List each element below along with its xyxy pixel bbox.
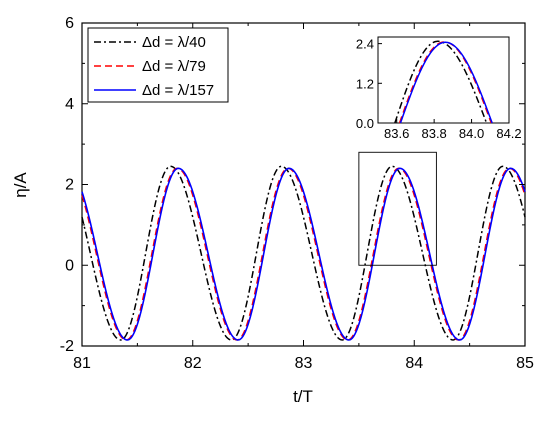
x-tick-label: 85 [516,355,534,372]
legend-label-3: Δd = λ/157 [142,82,214,99]
legend-label-2: Δd = λ/79 [142,58,206,75]
main-ticks: 81 82 83 84 85 -2 0 2 4 6 [60,15,534,372]
inset-series-line-3 [399,41,493,124]
x-tick-label: 81 [73,355,91,372]
inset-y-tick-label: 1.2 [356,76,374,91]
series-line-1 [81,165,526,341]
x-tick-label: 84 [405,355,423,372]
legend: Δd = λ/40 Δd = λ/79 Δd = λ/157 [87,27,229,103]
x-axis-title: t/T [293,387,313,406]
zoom-box [358,151,437,266]
y-tick-label: 6 [65,15,74,32]
x-tick-label: 82 [184,355,202,372]
inset-series-line-1 [394,40,488,124]
inset-x-tick-label: 83.8 [421,126,446,141]
inset-y-tick-label: 2.4 [356,37,374,52]
inset-plot-frame [377,36,510,124]
inset-series-line-2 [398,41,492,124]
inset-x-tick-label: 83.6 [384,126,409,141]
y-tick-label: 0 [65,257,74,274]
inset-ticks: 83.6 83.8 84.0 84.2 0.0 1.2 2.4 [356,37,522,141]
series-line-3 [81,167,526,341]
y-tick-label: -2 [60,338,74,355]
legend-label-1: Δd = λ/40 [142,34,206,51]
y-axis-title: η/A [11,172,30,198]
inset-zoom-plot: 83.6 83.8 84.0 84.2 0.0 1.2 2.4 [356,36,522,141]
y-tick-label: 4 [65,96,74,113]
inset-y-tick-label: 0.0 [356,116,374,131]
x-tick-label: 83 [295,355,313,372]
y-tick-label: 2 [65,177,74,194]
inset-x-tick-label: 84.0 [459,126,484,141]
inset-x-tick-label: 84.2 [496,126,521,141]
inset-curves [394,40,493,124]
legend-items: Δd = λ/40 Δd = λ/79 Δd = λ/157 [94,34,214,99]
series-line-2 [81,167,526,341]
main-curves [81,165,526,341]
